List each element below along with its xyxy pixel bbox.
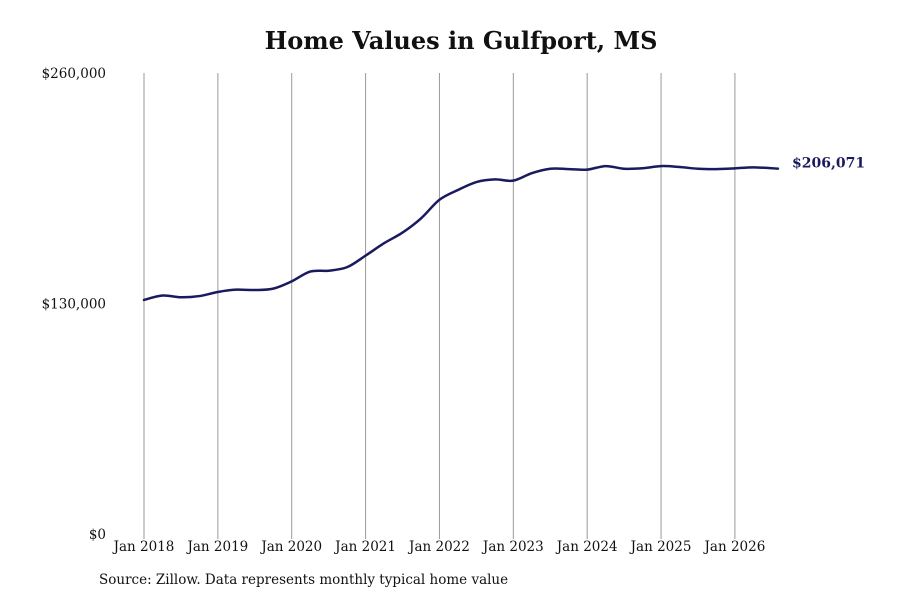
x-tick-label: Jan 2019 xyxy=(185,539,248,555)
x-tick-label: Jan 2025 xyxy=(629,539,692,555)
y-axis: $0 $130,000 $260,000 xyxy=(42,66,106,543)
series-line xyxy=(142,164,780,302)
y-tick-label: $130,000 xyxy=(42,297,106,313)
x-tick-label: Jan 2021 xyxy=(333,539,396,555)
x-tick-label: Jan 2024 xyxy=(555,539,618,555)
x-tick-label: Jan 2018 xyxy=(112,539,175,555)
series-group: $206,071 xyxy=(142,156,865,302)
y-tick-label: $0 xyxy=(89,527,106,543)
x-tick-label: Jan 2022 xyxy=(407,539,470,555)
y-tick-label: $260,000 xyxy=(42,66,106,82)
x-axis: Jan 2018 Jan 2019 Jan 2020 Jan 2021 Jan 2022… xyxy=(112,534,766,555)
end-value-label: $206,071 xyxy=(792,156,865,172)
x-tick-label: Jan 2026 xyxy=(703,539,766,555)
grid-lines xyxy=(143,73,736,534)
chart-title: Home Values in Gulfport, MS xyxy=(264,26,658,55)
x-tick-label: Jan 2023 xyxy=(481,539,544,555)
source-note: Source: Zillow. Data represents monthly … xyxy=(99,572,509,588)
x-tick-label: Jan 2020 xyxy=(259,539,322,555)
